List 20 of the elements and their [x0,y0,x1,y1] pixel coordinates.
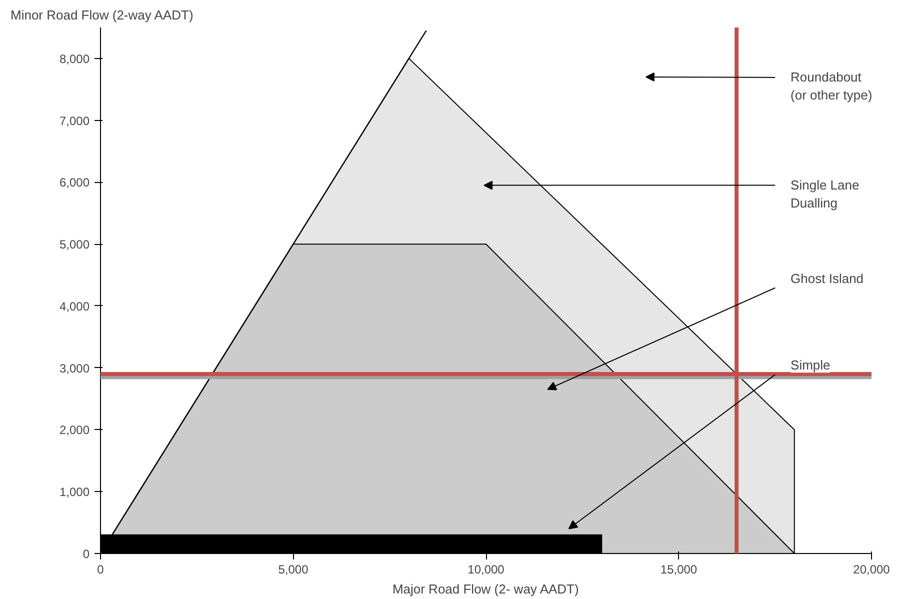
y-tick-label: 8,000 [59,52,90,66]
annotation: Ghost Island [790,270,864,286]
y-tick-label: 3,000 [59,361,90,376]
annotation: Roundabout (or other type) [790,69,872,102]
x-tick-label: 5,000 [278,562,309,576]
x-axis-title: Major Road Flow (2- way AADT) [392,582,579,596]
y-tick-label: 4,000 [59,299,90,314]
x-tick-label: 10,000 [468,562,505,576]
x-tick-label: 20,000 [853,562,890,576]
y-axis-title: Minor Road Flow (2-way AADT) [10,8,194,22]
y-tick-label: 5,000 [59,238,90,252]
y-tick-label: 2,000 [59,423,90,438]
y-tick-label: 0 [82,547,90,561]
y-tick-label: 6,000 [59,176,90,190]
y-tick-label: 7,000 [59,114,90,128]
x-tick-label: 0 [97,562,104,576]
annotation: Single Lane Dualling [790,177,860,210]
annotation: Simple [790,358,830,373]
y-tick-label: 1,000 [59,485,90,500]
x-tick-label: 15,000 [660,562,698,576]
